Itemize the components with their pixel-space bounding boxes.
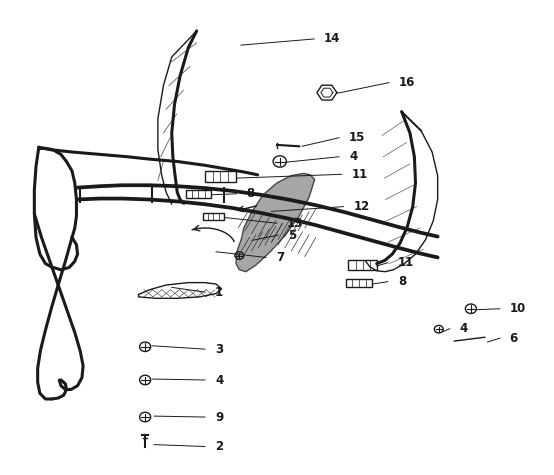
Bar (203, 213, 224, 219)
Text: 2: 2 (215, 440, 223, 453)
Text: 11: 11 (352, 168, 368, 181)
Text: 4: 4 (215, 373, 223, 387)
Text: 6: 6 (510, 332, 518, 345)
Text: 11: 11 (398, 256, 414, 269)
Text: 16: 16 (399, 76, 416, 89)
Text: 8: 8 (398, 275, 406, 288)
Text: 1: 1 (215, 285, 223, 299)
Text: 9: 9 (215, 410, 223, 424)
Text: 4: 4 (460, 322, 468, 335)
Text: 15: 15 (349, 131, 366, 144)
Text: 7: 7 (276, 251, 284, 264)
Text: 12: 12 (353, 200, 370, 213)
Text: 13: 13 (287, 217, 303, 230)
Text: 8: 8 (247, 187, 255, 200)
Bar (186, 190, 211, 198)
Polygon shape (236, 173, 315, 272)
Bar (205, 171, 236, 182)
Text: 14: 14 (324, 32, 341, 46)
Text: 4: 4 (349, 150, 357, 163)
Text: 5: 5 (288, 228, 296, 242)
Text: 10: 10 (510, 302, 526, 315)
Text: 3: 3 (215, 342, 223, 356)
Bar (348, 260, 377, 270)
Bar (346, 279, 372, 287)
